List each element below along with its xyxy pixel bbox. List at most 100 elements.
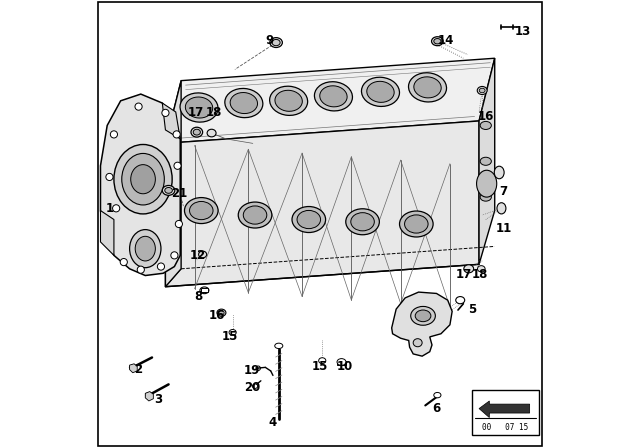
Polygon shape [165, 58, 495, 143]
Text: 00   07 15: 00 07 15 [483, 423, 529, 432]
Circle shape [175, 220, 182, 228]
Ellipse shape [480, 157, 492, 165]
Ellipse shape [464, 265, 474, 273]
Text: 4: 4 [269, 415, 277, 429]
Ellipse shape [243, 206, 267, 224]
Ellipse shape [337, 358, 346, 366]
Polygon shape [163, 103, 180, 139]
Circle shape [137, 266, 145, 273]
Ellipse shape [413, 339, 422, 347]
Ellipse shape [297, 211, 321, 228]
Text: 21: 21 [171, 187, 187, 200]
Ellipse shape [480, 193, 492, 201]
Ellipse shape [180, 93, 218, 122]
Text: 15: 15 [312, 359, 328, 373]
Text: 17: 17 [188, 105, 204, 119]
Text: 14: 14 [437, 34, 454, 47]
Ellipse shape [193, 129, 200, 135]
Ellipse shape [252, 384, 258, 388]
Ellipse shape [497, 202, 506, 214]
Text: 15: 15 [221, 330, 237, 344]
Text: 2: 2 [134, 363, 143, 376]
Ellipse shape [238, 202, 272, 228]
Ellipse shape [319, 358, 326, 364]
Ellipse shape [184, 198, 218, 224]
Ellipse shape [292, 207, 326, 233]
Ellipse shape [434, 392, 441, 398]
Ellipse shape [114, 144, 172, 214]
Circle shape [113, 205, 120, 212]
Ellipse shape [477, 170, 497, 197]
Polygon shape [100, 211, 114, 255]
Ellipse shape [434, 39, 441, 44]
FancyBboxPatch shape [472, 390, 539, 435]
Ellipse shape [275, 343, 283, 349]
Ellipse shape [207, 129, 216, 137]
Ellipse shape [189, 202, 213, 220]
Text: 6: 6 [433, 402, 440, 415]
Ellipse shape [135, 237, 156, 261]
Text: 19: 19 [244, 364, 260, 378]
Ellipse shape [477, 86, 487, 95]
Ellipse shape [275, 90, 302, 111]
Ellipse shape [269, 86, 308, 116]
Polygon shape [100, 94, 180, 276]
Ellipse shape [219, 310, 224, 315]
Ellipse shape [456, 297, 465, 304]
Circle shape [110, 131, 118, 138]
Ellipse shape [129, 365, 136, 370]
Ellipse shape [431, 37, 443, 46]
Polygon shape [145, 392, 154, 401]
Ellipse shape [367, 82, 394, 102]
Text: 16: 16 [477, 110, 494, 123]
Text: 1: 1 [106, 202, 113, 215]
Ellipse shape [346, 209, 380, 235]
Ellipse shape [362, 77, 399, 107]
Circle shape [171, 252, 178, 259]
Ellipse shape [145, 392, 152, 398]
Polygon shape [392, 292, 452, 356]
Polygon shape [165, 81, 181, 287]
Ellipse shape [230, 93, 257, 113]
Ellipse shape [131, 165, 156, 194]
Text: 17: 17 [455, 267, 472, 281]
Circle shape [157, 263, 164, 270]
Ellipse shape [408, 73, 447, 102]
Ellipse shape [404, 215, 428, 233]
Text: 7: 7 [500, 185, 508, 198]
Ellipse shape [198, 251, 207, 258]
Ellipse shape [191, 127, 203, 137]
Ellipse shape [270, 38, 282, 47]
Polygon shape [129, 364, 137, 373]
Ellipse shape [314, 82, 353, 111]
Ellipse shape [163, 185, 175, 195]
Polygon shape [337, 361, 346, 365]
Text: 12: 12 [190, 249, 206, 262]
Ellipse shape [477, 266, 485, 272]
Ellipse shape [225, 88, 263, 118]
Circle shape [120, 258, 127, 266]
Text: 8: 8 [194, 290, 202, 303]
Ellipse shape [399, 211, 433, 237]
Ellipse shape [122, 153, 164, 205]
Text: 11: 11 [495, 222, 512, 235]
Ellipse shape [164, 187, 172, 194]
Circle shape [162, 109, 169, 116]
Ellipse shape [411, 306, 435, 325]
Polygon shape [165, 121, 479, 287]
Ellipse shape [229, 330, 236, 335]
Ellipse shape [217, 309, 226, 316]
FancyBboxPatch shape [98, 2, 541, 446]
Text: 13: 13 [515, 25, 531, 38]
Ellipse shape [272, 39, 280, 46]
Circle shape [135, 103, 142, 110]
Ellipse shape [200, 287, 209, 294]
Text: 16: 16 [209, 309, 225, 323]
Polygon shape [479, 401, 530, 418]
Circle shape [173, 131, 180, 138]
Ellipse shape [414, 77, 441, 98]
Circle shape [174, 162, 181, 169]
Text: 3: 3 [155, 393, 163, 406]
Circle shape [106, 173, 113, 181]
Text: 18: 18 [471, 267, 488, 281]
